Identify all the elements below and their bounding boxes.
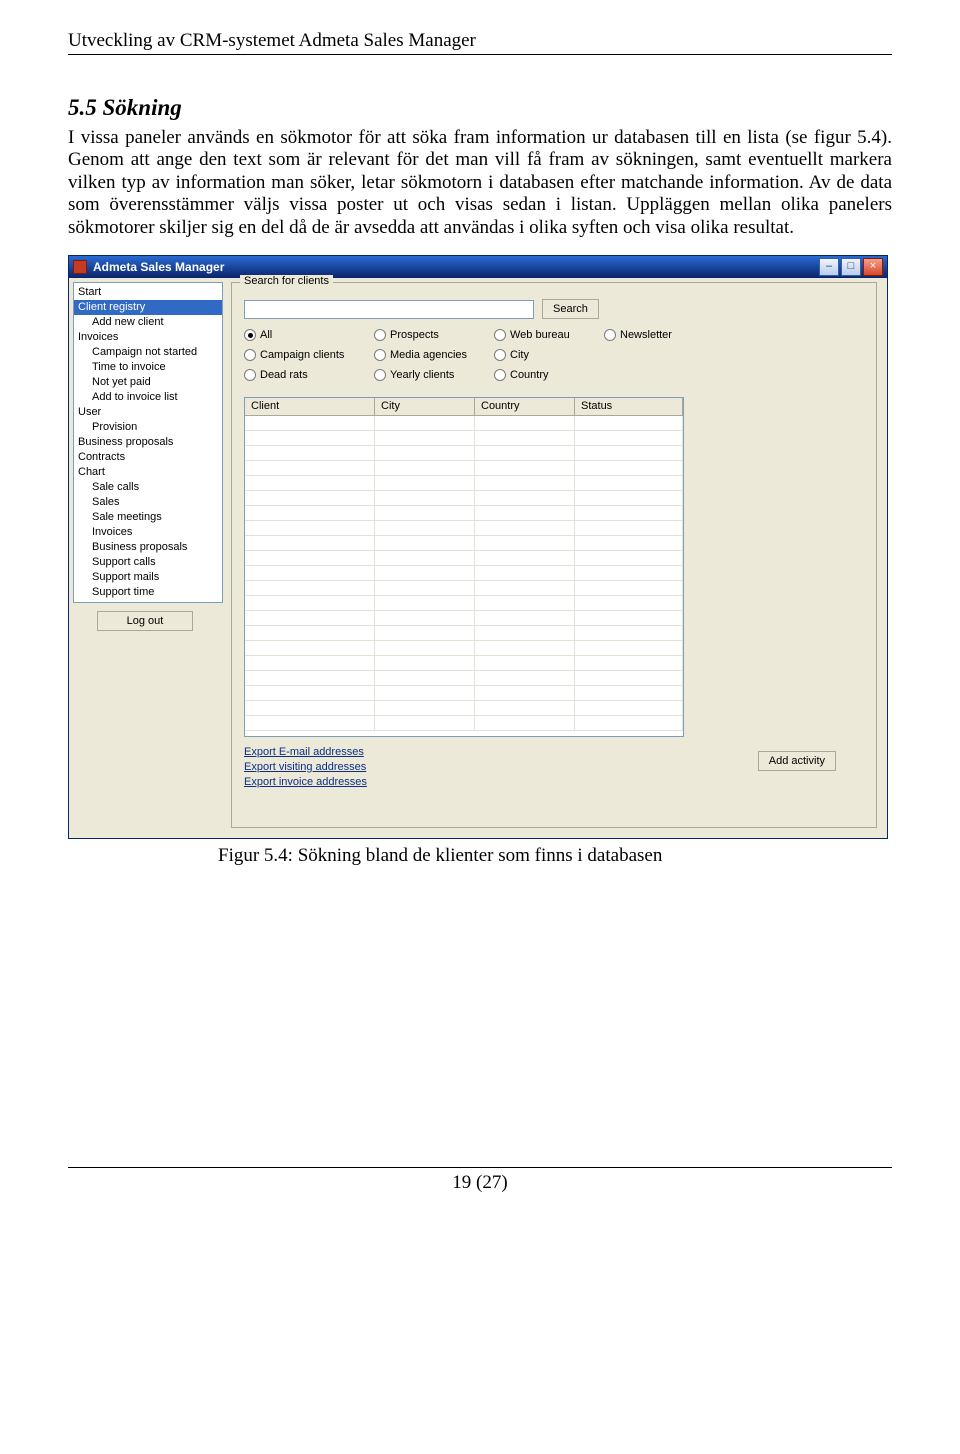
table-row[interactable] [245, 611, 683, 626]
logout-button[interactable]: Log out [97, 611, 193, 631]
add-activity-button[interactable]: Add activity [758, 751, 836, 771]
table-row[interactable] [245, 416, 683, 431]
radio-icon [374, 349, 386, 361]
sidebar-item[interactable]: Campaign not started [74, 345, 222, 360]
table-row[interactable] [245, 686, 683, 701]
table-row[interactable] [245, 491, 683, 506]
app-window: Admeta Sales Manager – □ × StartClient r… [68, 255, 888, 839]
radio-label: Web bureau [510, 329, 570, 341]
sidebar-item[interactable]: Business proposals [74, 540, 222, 555]
window-title: Admeta Sales Manager [93, 260, 819, 274]
radio-label: Yearly clients [390, 369, 454, 381]
sidebar-item[interactable]: Contracts [74, 450, 222, 465]
filter-radio[interactable]: Prospects [374, 329, 494, 341]
table-row[interactable] [245, 551, 683, 566]
filter-radio-group: All Prospects Web bureau Newsletter Campaign… [244, 329, 864, 381]
table-row[interactable] [245, 461, 683, 476]
maximize-button[interactable]: □ [841, 258, 861, 276]
filter-radio[interactable]: Media agencies [374, 349, 494, 361]
sidebar-item[interactable]: Invoices [74, 525, 222, 540]
table-row[interactable] [245, 536, 683, 551]
titlebar: Admeta Sales Manager – □ × [69, 256, 887, 278]
search-input[interactable] [244, 300, 534, 319]
radio-label: Campaign clients [260, 349, 344, 361]
sidebar-item[interactable]: Sale meetings [74, 510, 222, 525]
table-row[interactable] [245, 506, 683, 521]
filter-radio[interactable]: Dead rats [244, 369, 374, 381]
app-icon [73, 260, 87, 274]
radio-icon [494, 369, 506, 381]
filter-radio[interactable]: Campaign clients [244, 349, 374, 361]
radio-icon [244, 349, 256, 361]
radio-label: All [260, 329, 272, 341]
sidebar-item[interactable]: Invoices [74, 330, 222, 345]
sidebar-item[interactable]: Sales [74, 495, 222, 510]
radio-icon [494, 349, 506, 361]
table-row[interactable] [245, 521, 683, 536]
sidebar-item[interactable]: Business proposals [74, 435, 222, 450]
sidebar-item[interactable]: Chart [74, 465, 222, 480]
table-row[interactable] [245, 626, 683, 641]
table-row[interactable] [245, 701, 683, 716]
filter-radio[interactable]: Yearly clients [374, 369, 494, 381]
sidebar-item[interactable]: Start [74, 285, 222, 300]
groupbox-title: Search for clients [240, 275, 333, 287]
radio-icon [244, 369, 256, 381]
search-button[interactable]: Search [542, 299, 599, 319]
radio-label: Prospects [390, 329, 439, 341]
radio-icon [604, 329, 616, 341]
radio-label: Media agencies [390, 349, 467, 361]
table-row[interactable] [245, 566, 683, 581]
table-header-cell[interactable]: Client [245, 398, 375, 416]
table-row[interactable] [245, 476, 683, 491]
table-row[interactable] [245, 671, 683, 686]
filter-radio[interactable]: Country [494, 369, 604, 381]
radio-label: Newsletter [620, 329, 672, 341]
table-row[interactable] [245, 446, 683, 461]
figure-caption: Figur 5.4: Sökning bland de klienter som… [218, 845, 892, 867]
sidebar-tree: StartClient registryAdd new clientInvoic… [73, 282, 223, 603]
sidebar-item[interactable]: Not yet paid [74, 375, 222, 390]
radio-label: Country [510, 369, 549, 381]
sidebar-item[interactable]: Add to invoice list [74, 390, 222, 405]
table-row[interactable] [245, 641, 683, 656]
radio-icon [374, 369, 386, 381]
table-row[interactable] [245, 656, 683, 671]
section-heading: 5.5 Sökning [68, 95, 892, 121]
radio-icon [374, 329, 386, 341]
sidebar-item[interactable]: Support calls [74, 555, 222, 570]
minimize-button[interactable]: – [819, 258, 839, 276]
table-row[interactable] [245, 431, 683, 446]
sidebar-item[interactable]: Provision [74, 420, 222, 435]
results-table: ClientCityCountryStatus [244, 397, 684, 737]
table-row[interactable] [245, 716, 683, 731]
search-groupbox: Search for clients Search AllProspectsWe… [231, 282, 877, 828]
table-header-cell[interactable]: City [375, 398, 475, 416]
radio-label: City [510, 349, 529, 361]
export-link[interactable]: Export invoice addresses [244, 775, 864, 790]
sidebar-item[interactable]: Add new client [74, 315, 222, 330]
radio-icon [244, 329, 256, 341]
table-header-cell[interactable]: Country [475, 398, 575, 416]
sidebar-item[interactable]: Time to invoice [74, 360, 222, 375]
filter-radio[interactable]: Newsletter [604, 329, 704, 341]
sidebar-item[interactable]: Sale calls [74, 480, 222, 495]
sidebar-item[interactable]: User [74, 405, 222, 420]
filter-radio[interactable]: All [244, 329, 374, 341]
page-footer: 19 (27) [68, 1167, 892, 1194]
sidebar-item[interactable]: Client registry [74, 300, 222, 315]
filter-radio[interactable]: Web bureau [494, 329, 604, 341]
body-paragraph: I vissa paneler används en sökmotor för … [68, 127, 892, 239]
filter-radio[interactable]: City [494, 349, 604, 361]
close-button[interactable]: × [863, 258, 883, 276]
table-row[interactable] [245, 596, 683, 611]
radio-icon [494, 329, 506, 341]
sidebar-item[interactable]: Support mails [74, 570, 222, 585]
table-header-cell[interactable]: Status [575, 398, 683, 416]
table-row[interactable] [245, 581, 683, 596]
radio-label: Dead rats [260, 369, 308, 381]
page-header: Utveckling av CRM-systemet Admeta Sales … [68, 30, 892, 55]
sidebar-item[interactable]: Support time [74, 585, 222, 600]
